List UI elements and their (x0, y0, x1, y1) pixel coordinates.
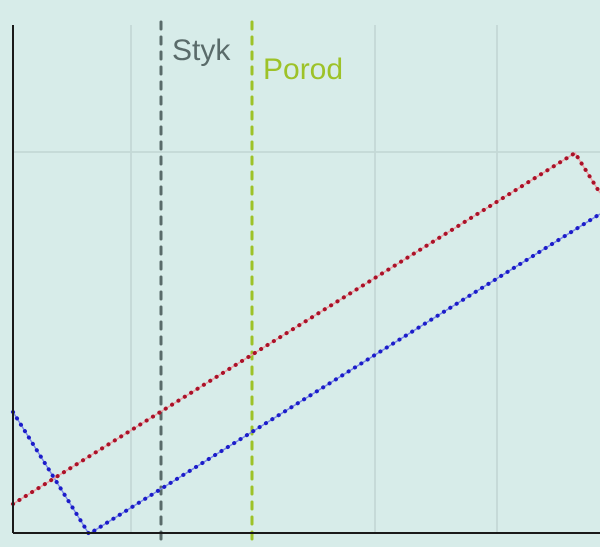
svg-text:Porod: Porod (263, 53, 343, 86)
svg-text:Styk: Styk (172, 34, 231, 67)
